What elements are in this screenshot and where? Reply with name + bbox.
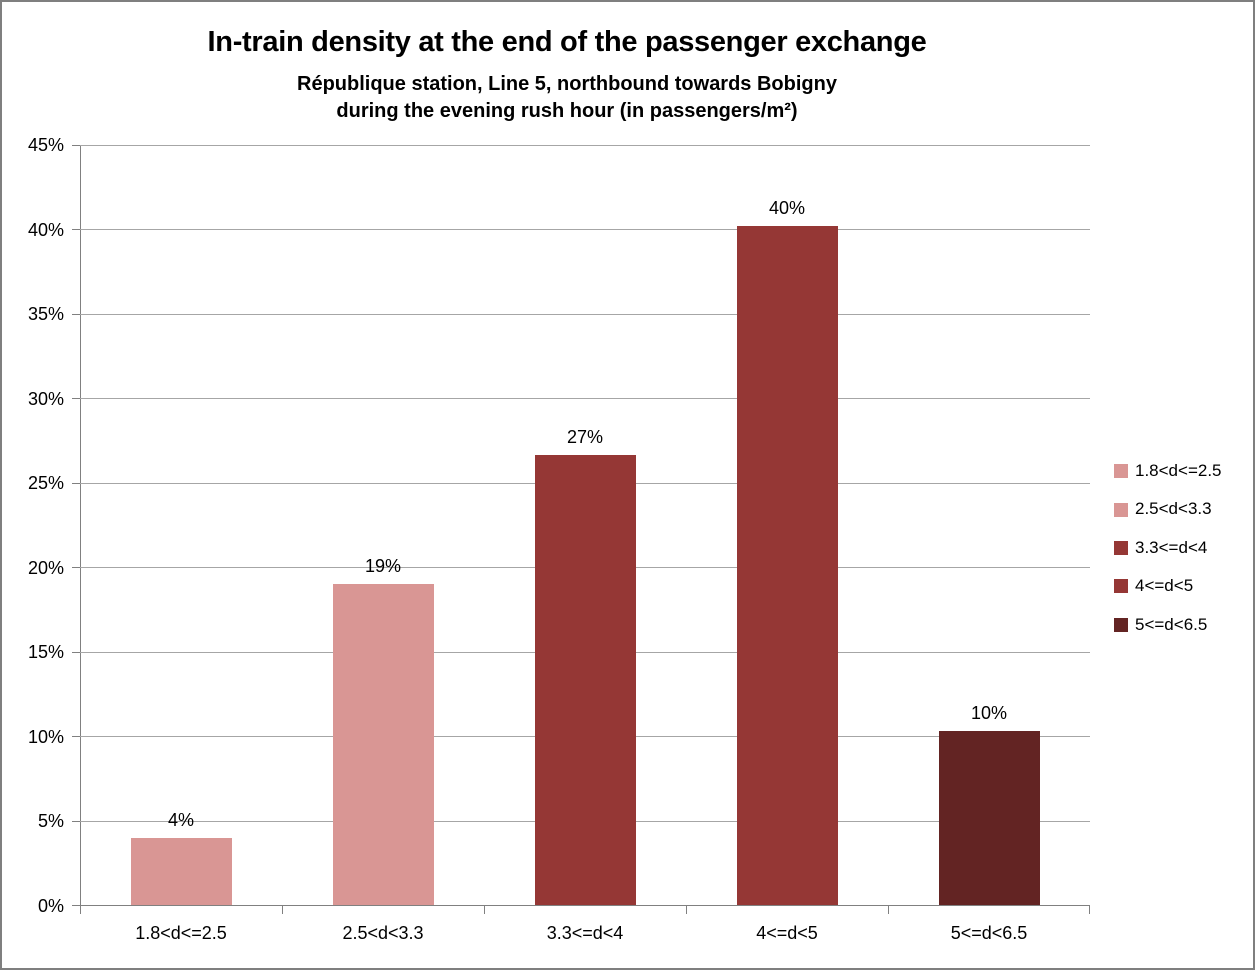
legend-label: 1.8<d<=2.5 (1135, 461, 1222, 480)
legend-swatch (1114, 464, 1128, 479)
bar (534, 455, 636, 905)
y-axis-tick (72, 398, 80, 400)
y-tick-label: 5% (37, 811, 64, 832)
chart-subtitle-line2: during the evening rush hour (in passeng… (336, 100, 798, 122)
bar-value-label: 4% (167, 810, 194, 831)
legend: 1.8<d<=2.5 2.5<d<3.3 3.3<=d<4 4<=d<5 5<=d<6.… (1114, 461, 1222, 653)
y-tick-label: 10% (27, 726, 64, 747)
bar (938, 730, 1040, 905)
legend-label: 3.3<=d<4 (1135, 537, 1208, 557)
x-axis-tick (484, 906, 485, 914)
legend-item: 2.5<d<3.3 (1114, 499, 1222, 519)
legend-item: 5<=d<6.5 (1114, 615, 1222, 635)
y-axis-tick (72, 820, 80, 822)
legend-item: 1.8<d<=2.5 (1114, 461, 1222, 481)
y-tick-label: 15% (27, 642, 64, 663)
gridline (80, 398, 1090, 400)
x-tick-label: 5<=d<6.5 (950, 923, 1028, 943)
chart-title: In-train density at the end of the passe… (207, 26, 927, 58)
y-axis-tick (72, 567, 80, 569)
legend-item: 4<=d<5 (1114, 576, 1222, 596)
legend-label: 4<=d<5 (1135, 576, 1194, 596)
legend-label: 5<=d<6.5 (1135, 614, 1208, 634)
bar (130, 838, 232, 905)
y-tick-label: 0% (37, 896, 64, 916)
legend-swatch (1114, 579, 1128, 594)
gridline (80, 229, 1090, 231)
y-axis-tick (72, 482, 80, 484)
x-tick-label: 1.8<d<=2.5 (135, 923, 227, 943)
legend-swatch (1114, 617, 1128, 632)
y-axis-line (80, 145, 81, 906)
y-axis-tick (72, 651, 80, 653)
y-tick-label: 20% (27, 557, 64, 578)
y-axis-tick (72, 905, 80, 906)
y-tick-label: 40% (27, 219, 64, 240)
y-axis-tick (72, 313, 80, 315)
y-tick-label: 45% (27, 135, 64, 155)
x-axis-tick (282, 906, 283, 914)
x-tick-label: 3.3<=d<4 (546, 923, 624, 943)
y-tick-label: 25% (27, 473, 64, 494)
x-axis-line (80, 905, 1090, 906)
x-axis-tick (80, 906, 81, 914)
bar-value-label: 40% (768, 198, 806, 219)
plot-area: 0% 5% 10% 15% 20% 25% 30% 35% 40% 45% 4% 1.8<d<=2.5… (28, 136, 1090, 942)
x-tick-label: 4<=d<5 (756, 923, 818, 943)
legend-label: 2.5<d<3.3 (1135, 499, 1212, 519)
legend-swatch (1114, 540, 1128, 555)
x-tick-label: 2.5<d<3.3 (342, 923, 424, 943)
bar-value-label: 19% (364, 555, 402, 576)
y-tick-label: 30% (27, 388, 64, 409)
bar (736, 226, 838, 905)
bar (332, 583, 434, 905)
y-axis-tick (72, 144, 80, 146)
y-axis-tick (72, 736, 80, 738)
x-axis-tick (1089, 906, 1090, 914)
x-axis-tick (686, 906, 687, 914)
chart-subtitle-line1: République station, Line 5, northbound t… (297, 73, 837, 95)
legend-item: 3.3<=d<4 (1114, 538, 1222, 558)
gridline (80, 313, 1090, 315)
x-axis-tick (888, 906, 889, 914)
legend-swatch (1114, 502, 1128, 517)
gridline (80, 144, 1090, 146)
y-tick-label: 35% (27, 304, 64, 325)
bar-value-label: 27% (566, 427, 604, 448)
bar-value-label: 10% (970, 702, 1008, 723)
y-axis-tick (72, 229, 80, 231)
